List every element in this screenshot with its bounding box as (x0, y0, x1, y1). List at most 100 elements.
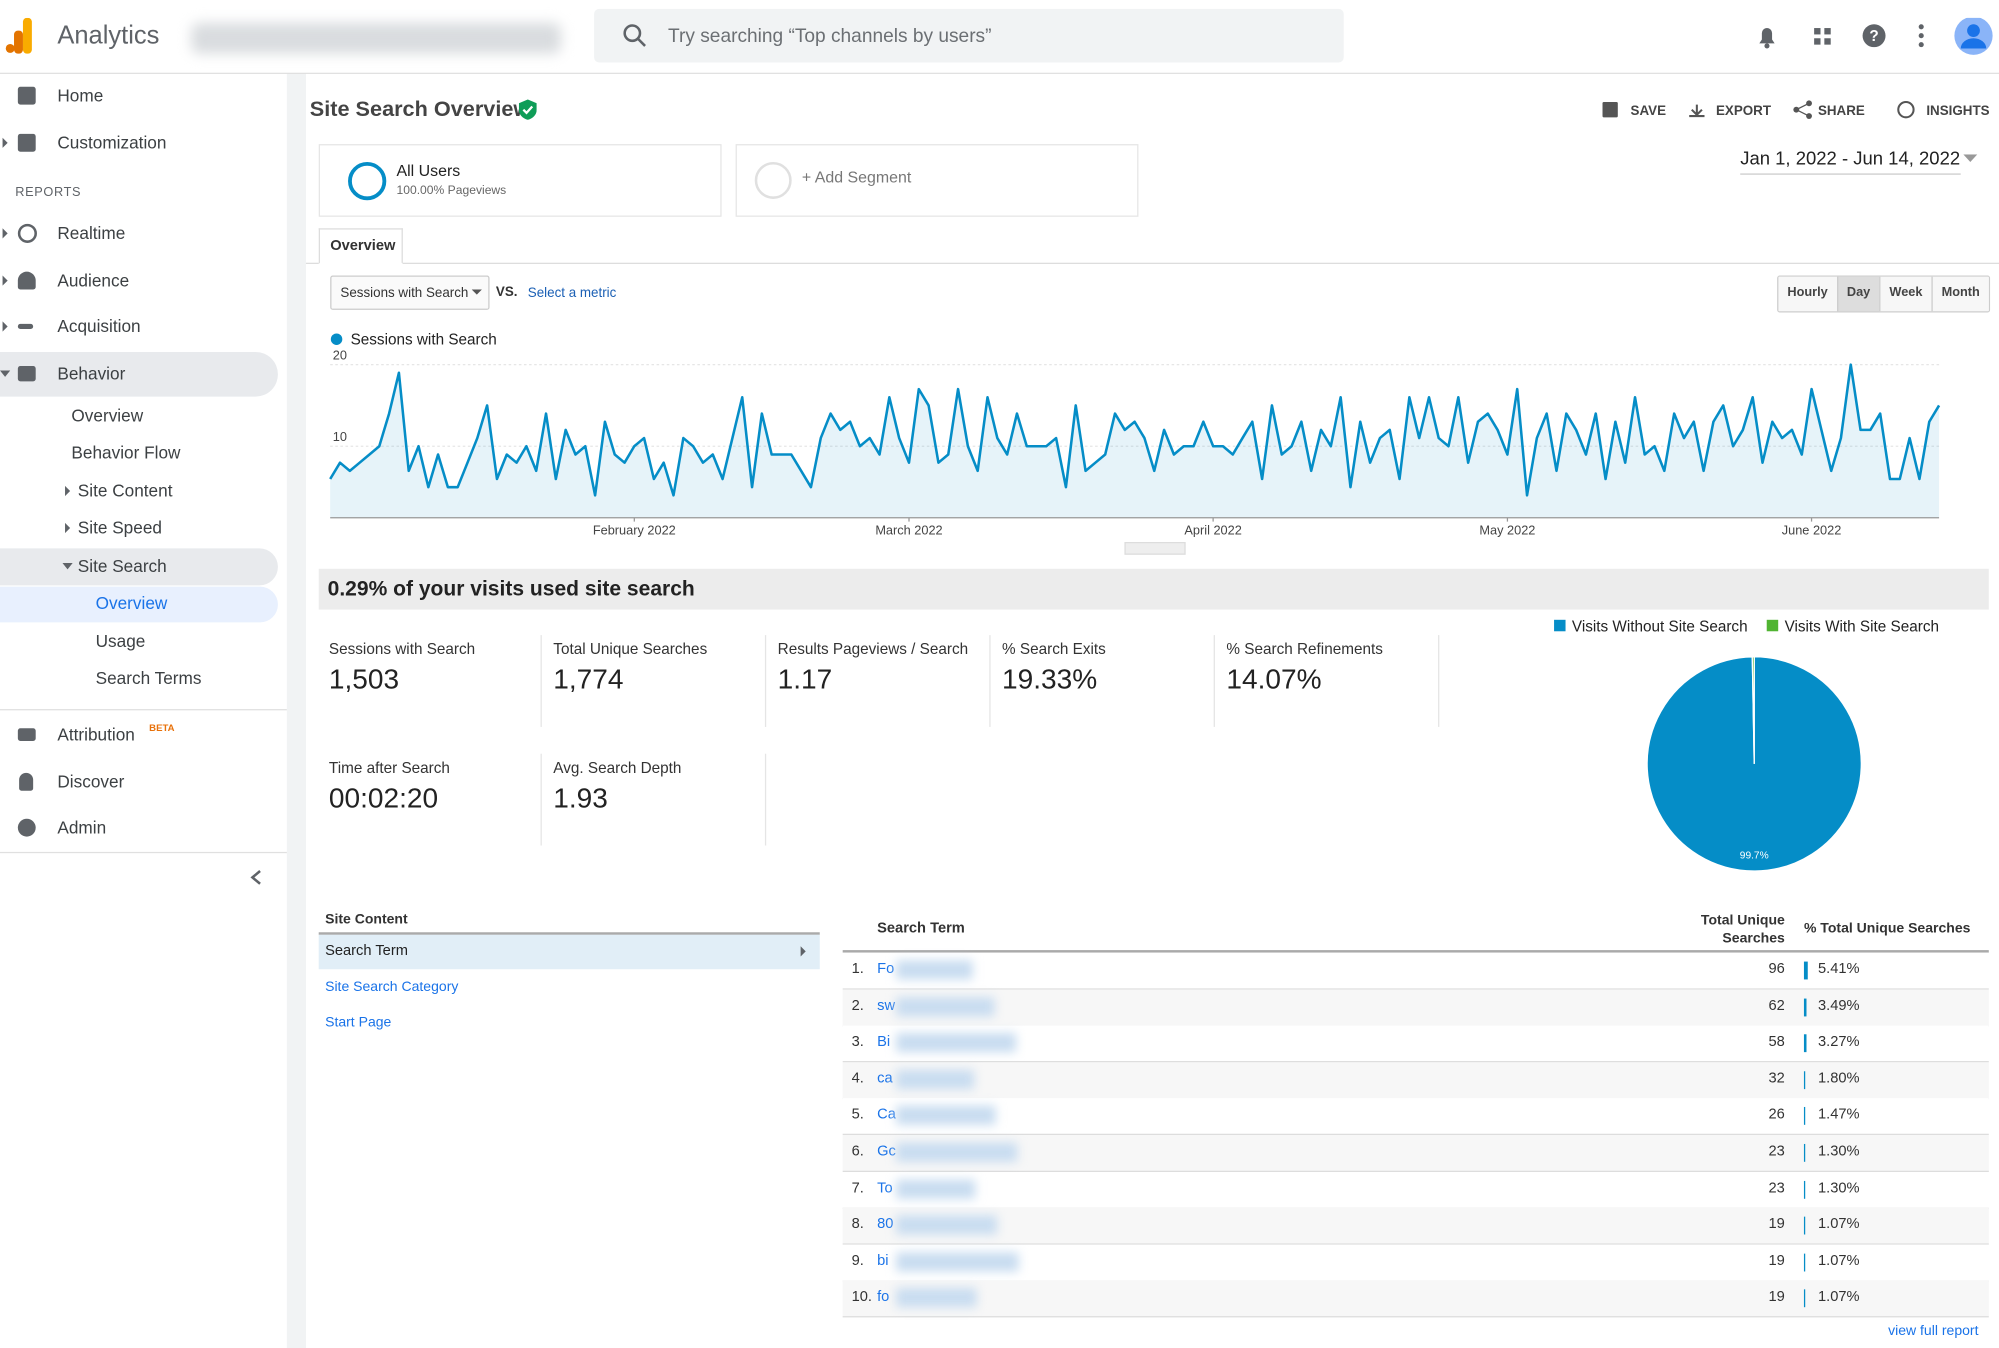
dimension-item[interactable]: Site Search Category (325, 979, 459, 995)
action-button[interactable]: SAVE (1630, 103, 1667, 119)
search-box[interactable] (594, 8, 1344, 63)
slice-label: 99.7% (1740, 850, 1769, 861)
nav-item[interactable]: Overview (71, 406, 144, 426)
metric-dropdown[interactable]: Sessions with Search (330, 275, 490, 310)
percent-label: 1.07% (1817, 1253, 1860, 1269)
search-icon (623, 24, 646, 47)
nav-item[interactable]: Search Terms (95, 668, 202, 689)
search-term[interactable]: sw (877, 998, 896, 1014)
search-term[interactable]: bi (877, 1253, 889, 1269)
select-metric[interactable]: Select a metric (527, 285, 617, 301)
action-button[interactable]: SHARE (1817, 103, 1865, 119)
nav-item[interactable]: Usage (95, 631, 146, 652)
nav-item[interactable]: Overview (95, 593, 168, 613)
percent-label: 1.47% (1817, 1107, 1860, 1123)
row-rank: 3. (851, 1034, 864, 1050)
nav-item[interactable]: Behavior (57, 364, 126, 384)
metric-label: Total Unique Searches (553, 640, 708, 659)
table-row (842, 1280, 1989, 1318)
search-term[interactable]: Fo (877, 961, 895, 977)
nav-item[interactable]: Realtime (57, 223, 126, 243)
table-row (842, 1207, 1989, 1245)
blurred-term (896, 1288, 977, 1308)
y-tick-label: 20 (333, 347, 347, 362)
search-term[interactable]: fo (877, 1289, 890, 1306)
metric-separator (540, 635, 542, 727)
action-button[interactable]: INSIGHTS (1926, 103, 1990, 119)
active-item (0, 586, 278, 623)
nav-item[interactable]: Customization (57, 133, 167, 153)
column-header: Total Unique Searches (1700, 913, 1785, 947)
nav-item[interactable]: Site Speed (77, 518, 162, 538)
nav-item[interactable]: Discover (57, 772, 125, 792)
vs-label: VS. (495, 284, 518, 300)
blurred-term (896, 960, 973, 980)
nav-item[interactable]: Acquisition (57, 316, 141, 337)
granularity-button[interactable]: Week (1879, 276, 1932, 312)
search-term[interactable]: To (877, 1180, 893, 1196)
divider (842, 950, 1989, 953)
row-rank: 7. (851, 1180, 864, 1196)
granularity-button[interactable]: Month (1931, 276, 1989, 312)
segment-card[interactable] (318, 144, 722, 217)
column-header: Search Term (877, 920, 965, 937)
nav-item[interactable]: Behavior Flow (71, 443, 181, 463)
nav-item[interactable]: Attribution (57, 725, 135, 745)
line (329, 363, 1941, 497)
blurred-term (896, 1033, 1017, 1053)
chart-resize[interactable] (1124, 542, 1186, 555)
metric-value: 00:02:20 (328, 781, 439, 814)
metric-value: 14.07% (1226, 663, 1322, 696)
segment-ring (348, 161, 387, 201)
percent-label: 1.07% (1817, 1289, 1860, 1306)
dimension-item[interactable]: Start Page (325, 1015, 392, 1031)
row-rank: 6. (851, 1143, 864, 1160)
add-segment[interactable]: + Add Segment (801, 168, 912, 187)
metric-label: Time after Search (328, 758, 450, 777)
search-term[interactable]: 80 (877, 1216, 894, 1233)
segment-card[interactable] (735, 144, 1139, 217)
search-term[interactable]: ca (877, 1071, 893, 1087)
searches: 19 (1768, 1216, 1785, 1233)
column-header: % Total Unique Searches (1803, 920, 1971, 937)
search-term[interactable]: Bi (877, 1034, 891, 1050)
metric-separator (764, 635, 767, 727)
nav-item[interactable]: Admin (57, 818, 107, 838)
x-tick-label: April 2022 (1184, 522, 1241, 537)
action-button[interactable]: EXPORT (1715, 103, 1772, 119)
segment-ring (754, 161, 792, 199)
row-rank: 8. (851, 1216, 864, 1233)
active-subsection (0, 548, 278, 586)
searches: 23 (1768, 1180, 1785, 1196)
search-term[interactable]: Gc (877, 1143, 896, 1160)
view-full-report[interactable]: view full report (1888, 1323, 1979, 1340)
nav-item[interactable]: Site Content (77, 481, 173, 501)
action-icons (1602, 100, 1915, 119)
date-range[interactable]: Jan 1, 2022 - Jun 14, 2022 (1740, 149, 1961, 175)
nav-item[interactable]: Site Search (77, 556, 167, 576)
nav-item[interactable]: Audience (57, 271, 130, 291)
metric-label: % Search Refinements (1226, 640, 1383, 659)
blurred-term (896, 1179, 976, 1199)
percent-label: 5.41% (1817, 961, 1860, 977)
percent-bar (1803, 1180, 1805, 1199)
metric-separator (540, 753, 542, 846)
metric-value: 1.17 (777, 663, 833, 696)
x-tick-label: February 2022 (593, 522, 676, 537)
granularity-button[interactable]: Hourly (1778, 276, 1837, 312)
row-rank: 4. (851, 1071, 864, 1087)
searches: 58 (1768, 1034, 1785, 1050)
tab[interactable]: Overview (318, 228, 403, 264)
y-tick-label: 10 (333, 429, 347, 444)
searches: 19 (1768, 1289, 1785, 1306)
logo (5, 17, 32, 54)
search-term[interactable]: Ca (877, 1107, 896, 1123)
dimension-item[interactable]: Search Term (325, 943, 408, 960)
collapse-button[interactable] (249, 868, 264, 886)
blurred-term (896, 1142, 1018, 1162)
granularity-button[interactable]: Day (1836, 276, 1880, 312)
nav-item[interactable]: Home (57, 86, 104, 106)
row-rank: 9. (851, 1253, 864, 1269)
selected-row[interactable] (318, 934, 820, 970)
